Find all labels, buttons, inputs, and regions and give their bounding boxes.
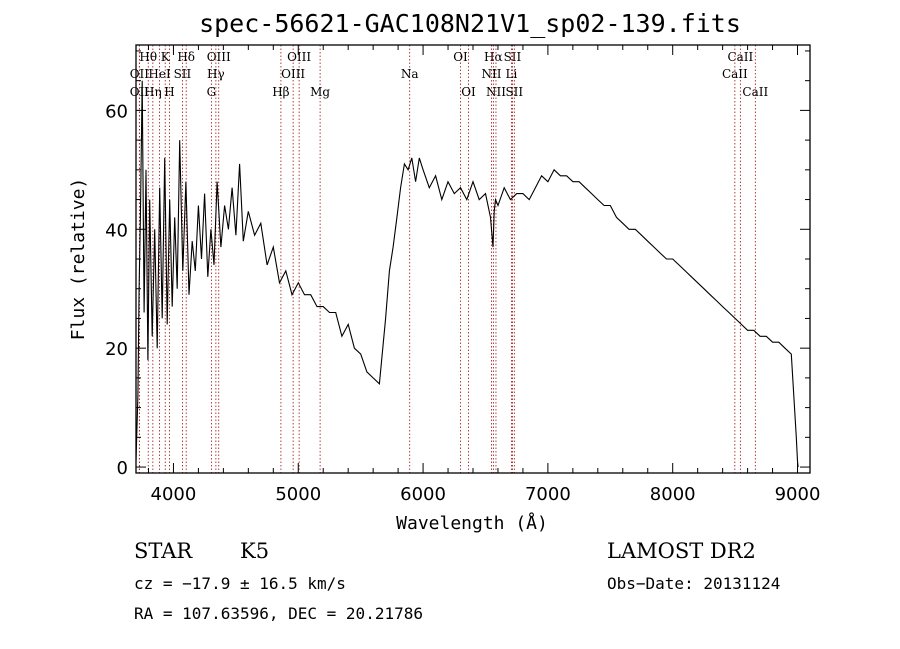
spectral-line-label: NII [481,67,501,81]
spectral-line-label: CaII [742,85,768,99]
spectral-line-label: HeI [148,67,171,81]
spectral-line-label: Hγ [207,67,225,81]
spectral-line-label: OI [453,50,468,64]
x-tick-label: 5000 [275,484,321,505]
x-tick-label: 7000 [525,484,571,505]
y-tick-label: 0 [117,458,128,479]
y-tick-label: 40 [105,220,128,241]
y-axis-label: Flux (relative) [68,178,89,341]
spectral-line-label: Hα [484,50,503,64]
chart-title: spec-56621-GAC108N21V1_sp02-139.fits [199,9,741,38]
spectral-line-label: NII [486,85,506,99]
spectral-line-label: Hβ [272,85,289,99]
x-tick-label: 6000 [400,484,446,505]
spectral-line-label: CaII [722,67,748,81]
object-class: STAR [134,539,193,563]
survey-name: LAMOST DR2 [607,539,756,563]
spectrum-line [135,80,799,468]
spectral-line-label: SII [174,67,192,81]
spectral-line-label: CaII [727,50,753,64]
spectral-line-label: OIII [207,50,231,64]
spectral-line-label: SII [504,50,522,64]
spectral-line-label: Hθ [139,50,157,64]
axis-ticks: 4000 5000 6000 7000 8000 9000 0 20 40 60 [105,45,820,505]
spectral-line-label: Hη [144,85,162,99]
spectral-line-label: OIII [287,50,311,64]
spectral-line-label: OII [130,85,150,99]
x-tick-label: 4000 [151,484,197,505]
x-tick-label: 8000 [650,484,696,505]
spectral-line-label: H [164,85,174,99]
redshift-info: cz = −17.9 ± 16.5 km/s [134,574,346,593]
coordinates: RA = 107.63596, DEC = 20.21786 [134,604,423,623]
spectral-line-label: OI [461,85,476,99]
y-tick-label: 20 [105,339,128,360]
y-tick-label: 60 [105,101,128,122]
observation-date: Obs−Date: 20131124 [607,574,780,593]
x-tick-label: 9000 [775,484,821,505]
spectral-line-label: SII [505,85,523,99]
x-axis-label: Wavelength (Å) [396,512,548,534]
spectral-line-label: OIII [281,67,305,81]
spectral-line-label: G [207,85,217,99]
spectral-line-label: Mg [310,85,330,99]
spectral-line-label: K [161,50,171,64]
spectral-line-label: Li [506,67,518,81]
spectral-line-label: Na [401,67,419,81]
object-subclass: K5 [240,539,269,563]
plot-frame [135,44,811,474]
spectral-line-label: Hδ [177,50,195,64]
